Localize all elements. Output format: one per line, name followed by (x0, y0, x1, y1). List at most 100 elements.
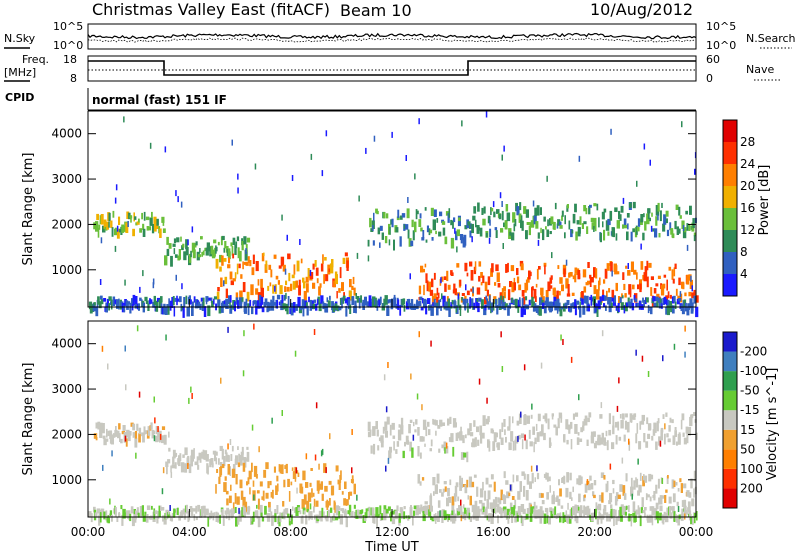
echo-cell (546, 508, 549, 515)
echo-cell (684, 325, 686, 332)
echo-cell (213, 239, 217, 244)
echo-cell (250, 284, 254, 296)
echo-cell (185, 239, 188, 250)
echo-cell (380, 440, 384, 448)
echo-cell (110, 220, 113, 228)
echo-cell (508, 302, 511, 309)
echo-cell (115, 426, 117, 431)
echo-cell (501, 210, 504, 221)
echo-cell (626, 421, 630, 433)
echo-cell (166, 248, 170, 256)
echo-cell (583, 286, 587, 293)
echo-cell (152, 430, 156, 435)
echo-cell (260, 296, 264, 305)
echo-cell (395, 303, 398, 309)
echo-cell (329, 263, 334, 274)
echo-cell (645, 493, 648, 501)
echo-cell (139, 506, 144, 517)
echo-cell (108, 212, 111, 222)
echo-cell (142, 433, 145, 443)
echo-cell (168, 447, 171, 452)
echo-cell (505, 264, 508, 273)
echo-cell (421, 404, 423, 411)
echo-cell (656, 421, 659, 432)
echo-cell (274, 285, 276, 292)
echo-cell (535, 221, 539, 229)
echo-cell (325, 303, 329, 313)
echo-cell (255, 261, 259, 272)
echo-cell (651, 506, 655, 516)
echo-cell (100, 237, 103, 244)
echo-cell (631, 493, 633, 500)
echo-cell (537, 413, 541, 422)
echo-cell (107, 430, 110, 437)
echo-cell (287, 478, 290, 487)
echo-cell (578, 394, 580, 401)
echo-cell (530, 465, 533, 472)
echo-cell (341, 491, 344, 495)
echo-cell (322, 302, 325, 309)
echo-cell (546, 492, 549, 500)
echo-cell (677, 516, 680, 526)
echo-cell (193, 448, 195, 459)
echo-cell (320, 516, 323, 522)
echo-cell (175, 507, 178, 515)
echo-cell (321, 493, 324, 501)
echo-cell (665, 218, 668, 224)
echo-cell (431, 278, 434, 288)
echo-cell (270, 492, 274, 498)
echo-cell (290, 283, 293, 292)
echo-cell (188, 295, 191, 305)
echo-cell (296, 260, 300, 272)
echo-cell (165, 461, 169, 467)
echo-cell (617, 271, 620, 275)
echo-cell (686, 433, 689, 444)
echo-cell (593, 480, 597, 486)
echo-cell (268, 264, 272, 270)
echo-cell (325, 274, 329, 282)
echo-cell (645, 441, 649, 448)
echo-cell (461, 293, 465, 296)
echo-cell (442, 227, 446, 236)
echo-cell (553, 491, 555, 501)
echo-cell (470, 432, 474, 437)
echo-cell (570, 507, 573, 516)
colorbar-tick-label: 28 (740, 135, 755, 149)
echo-cell (223, 300, 226, 304)
echo-cell (581, 298, 584, 305)
echo-cell (693, 289, 696, 296)
echo-cell (445, 301, 449, 311)
echo-cell (96, 213, 99, 221)
echo-cell (640, 507, 643, 514)
echo-cell (557, 265, 560, 269)
echo-cell (487, 439, 490, 448)
echo-cell (534, 477, 536, 482)
echo-cell (406, 208, 410, 219)
echo-cell (543, 216, 546, 222)
echo-cell (239, 479, 243, 489)
echo-cell (427, 298, 431, 304)
echo-cell (658, 298, 663, 309)
echo-cell (429, 505, 433, 512)
echo-cell (329, 498, 331, 506)
echo-cell (297, 296, 301, 307)
echo-cell (233, 508, 236, 514)
echo-cell (270, 511, 273, 516)
echo-cell (330, 485, 335, 496)
echo-cell (538, 492, 543, 498)
echo-cell (356, 494, 358, 501)
echo-cell (282, 264, 286, 272)
echo-cell (620, 205, 624, 213)
echo-cell (180, 462, 185, 473)
echo-cell (551, 413, 554, 417)
echo-cell (553, 287, 556, 299)
echo-cell (672, 493, 676, 503)
echo-cell (436, 302, 440, 306)
echo-cell (301, 299, 305, 310)
echo-cell (321, 170, 324, 177)
echo-cell (436, 484, 438, 489)
echo-cell (663, 433, 666, 445)
echo-cell (444, 486, 447, 492)
echo-cell (553, 424, 557, 428)
echo-cell (433, 298, 436, 304)
